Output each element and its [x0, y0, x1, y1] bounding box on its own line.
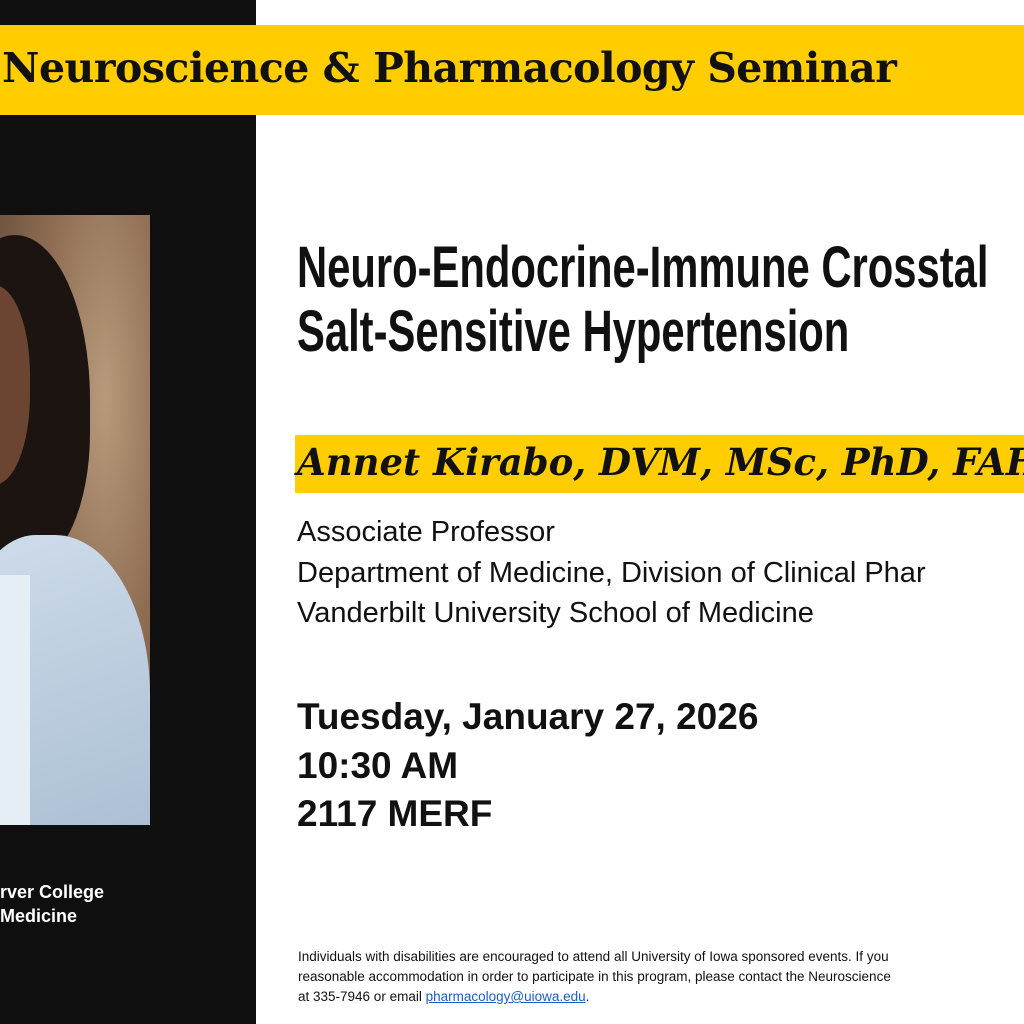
- event-location: 2117 MERF: [297, 793, 493, 834]
- email-link[interactable]: pharmacology@uiowa.edu: [425, 989, 586, 1004]
- speaker-photo: [0, 215, 150, 825]
- seminar-title: Neuroscience & Pharmacology Seminar: [2, 44, 897, 92]
- speaker-name: Annet Kirabo, DVM, MSc, PhD, FAH: [297, 440, 1024, 484]
- speaker-affiliation: Associate Professor Department of Medici…: [297, 516, 926, 629]
- event-details: Tuesday, January 27, 2026 10:30 AM 2117 …: [297, 693, 758, 839]
- school-name: rver College Medicine: [0, 882, 105, 926]
- event-time: 10:30 AM: [297, 744, 459, 786]
- header-banner: [0, 25, 1024, 115]
- speaker-name-highlight: [295, 435, 1024, 493]
- accessibility-notice: Individuals with disabilities are encour…: [298, 949, 891, 1004]
- event-date: Tuesday, January 27, 2026: [297, 696, 759, 737]
- talk-title: Neuro-Endocrine-Immune Crosstal Salt-Sen…: [297, 235, 989, 364]
